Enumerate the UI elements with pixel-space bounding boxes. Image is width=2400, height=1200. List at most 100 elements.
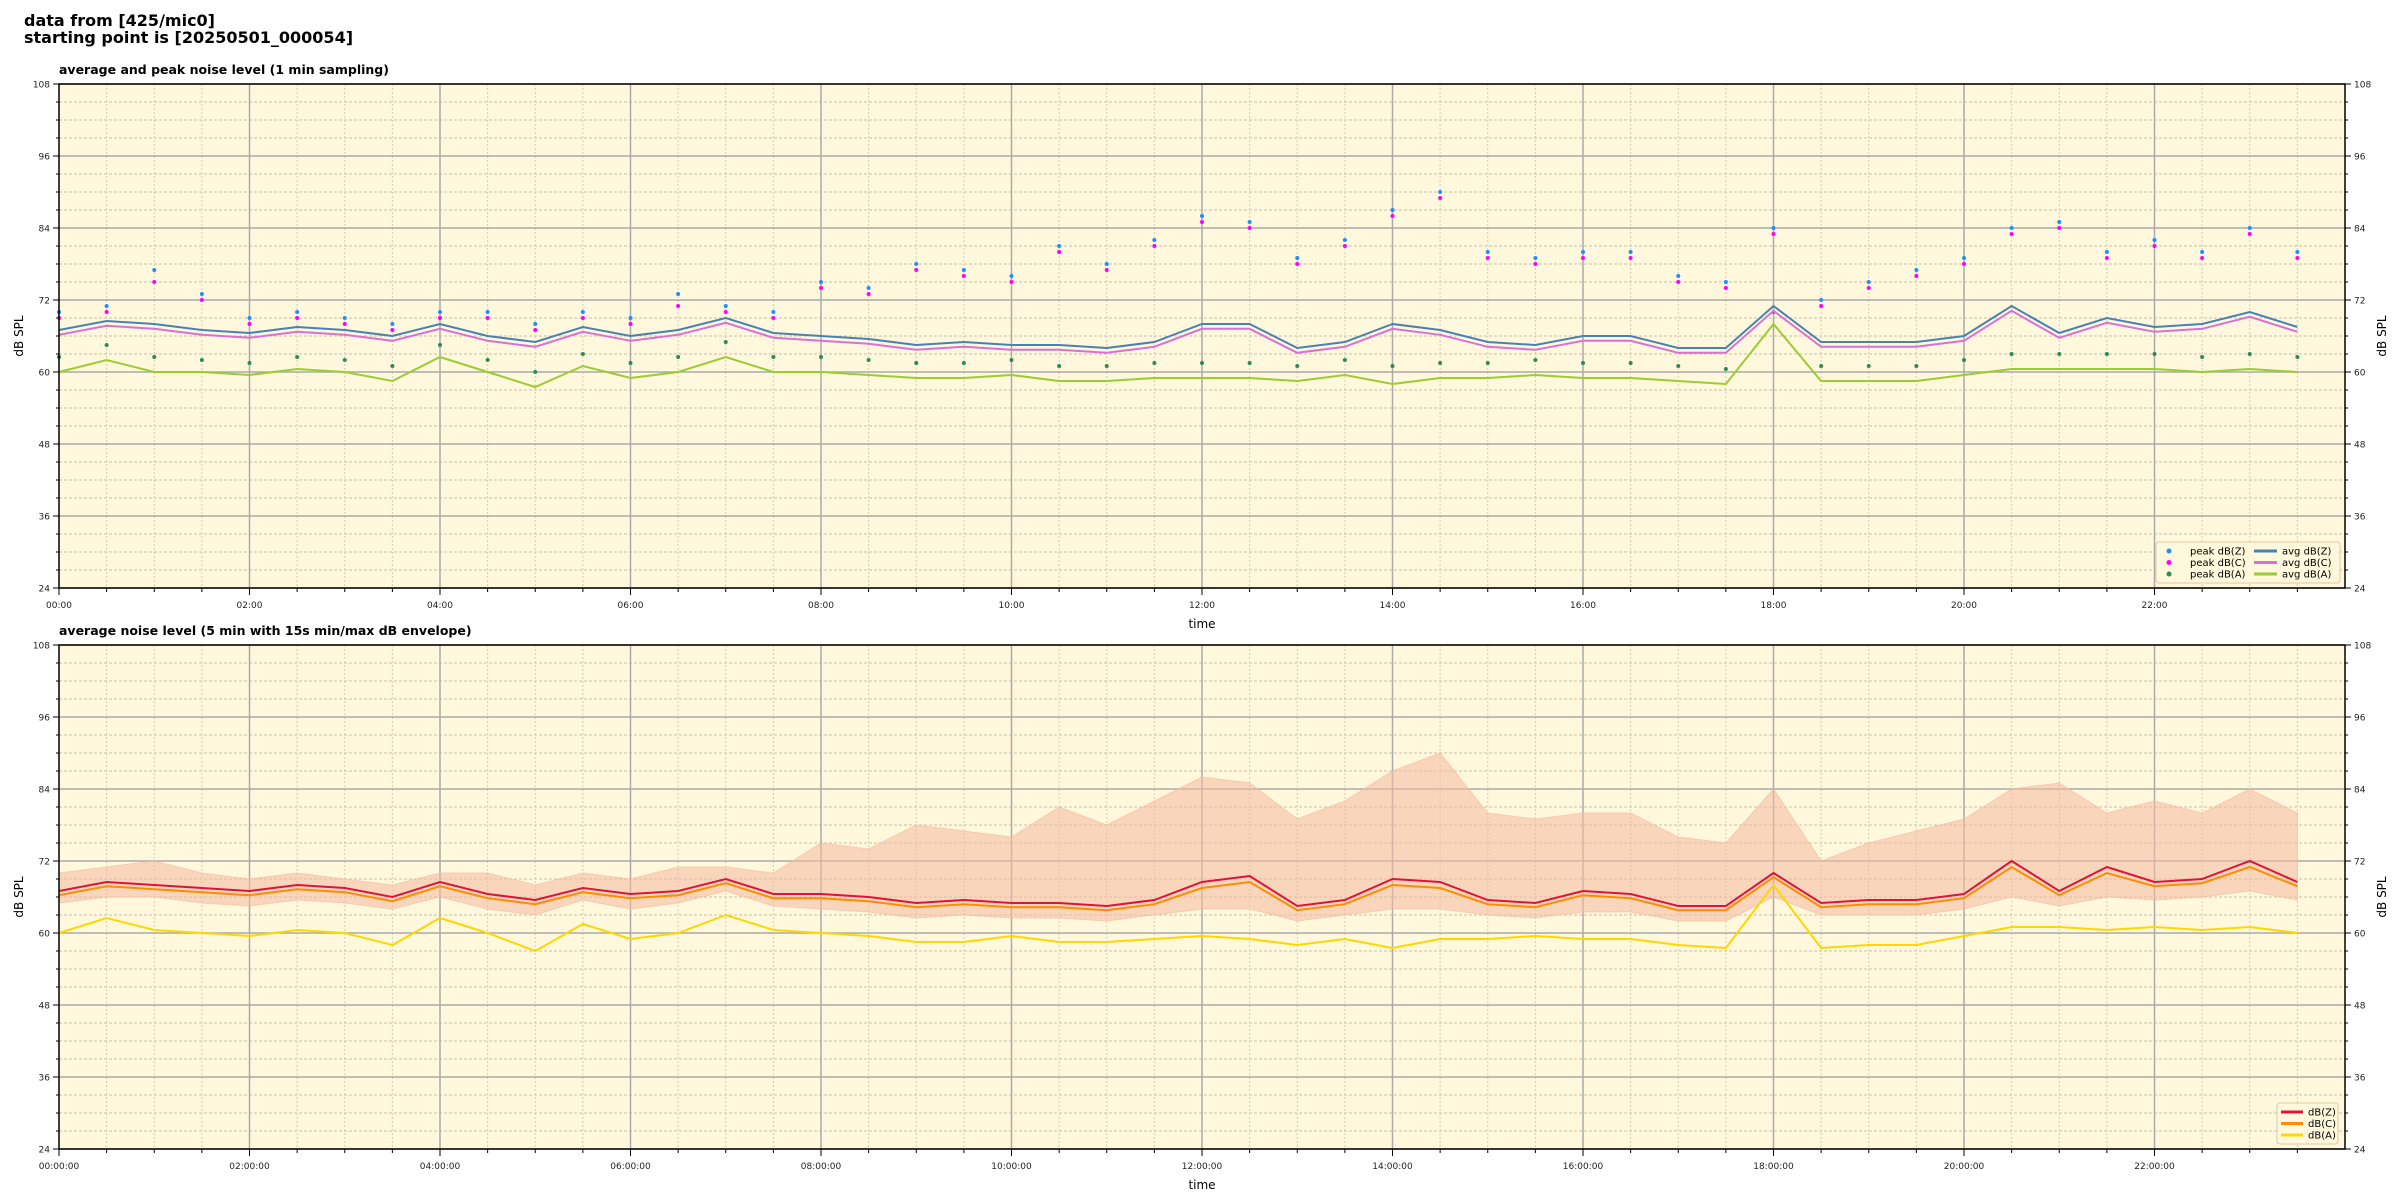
data-point <box>771 355 776 359</box>
series-avg-db-a- <box>58 322 2298 389</box>
x-axis-label: time <box>1188 1178 1215 1192</box>
data-point <box>771 310 776 314</box>
data-point <box>628 322 633 326</box>
legend-label: avg dB(C) <box>2282 558 2332 569</box>
x-tick-label: 06:00:00 <box>610 1162 651 1172</box>
y-tick-label: 24 <box>39 585 51 595</box>
data-point <box>676 304 681 308</box>
y-tick-label: 84 <box>39 225 51 235</box>
data-point <box>961 268 966 272</box>
data-point <box>2152 238 2157 242</box>
data-point <box>295 355 300 359</box>
data-point <box>1581 361 1585 365</box>
series-line <box>58 309 2298 354</box>
data-point <box>438 343 442 347</box>
data-point <box>723 340 728 344</box>
legend-box <box>2155 541 2341 584</box>
data-point <box>628 361 633 365</box>
legend-label: dB(C) <box>2308 1119 2336 1130</box>
y-tick-label-right: 48 <box>2354 1002 2366 1012</box>
data-point <box>1914 364 1919 368</box>
x-tick-label: 00:00:00 <box>39 1162 80 1172</box>
y-tick-label: 84 <box>39 786 51 796</box>
y-tick-label: 24 <box>39 1146 51 1156</box>
series-peak-db-a- <box>57 310 2300 374</box>
x-tick-label: 06:00 <box>618 601 644 611</box>
data-point <box>2104 352 2109 356</box>
legend: dB(Z)dB(C)dB(A) <box>2276 1102 2339 1145</box>
data-point <box>1152 361 1157 365</box>
data-point <box>1485 250 1490 254</box>
data-point <box>2057 220 2062 224</box>
data-point <box>1819 298 1824 302</box>
series-peak-db-c- <box>57 196 2300 332</box>
legend-label: dB(A) <box>2308 1131 2336 1142</box>
y-tick-label-right: 96 <box>2354 153 2366 163</box>
data-point <box>1200 361 1204 365</box>
data-point <box>2295 250 2300 254</box>
y-tick-label-right: 72 <box>2354 297 2365 307</box>
series-peak-db-z- <box>57 190 2300 326</box>
data-point <box>1628 256 1633 260</box>
data-point <box>342 322 347 326</box>
data-point <box>247 316 252 320</box>
data-point <box>2009 226 2014 230</box>
data-point <box>2295 355 2300 359</box>
x-tick-label: 00:00 <box>46 601 72 611</box>
y-tick-label: 96 <box>39 153 51 163</box>
data-point <box>1866 364 1871 368</box>
series-line <box>58 859 2298 908</box>
series-line <box>58 883 2298 953</box>
x-tick-label: 16:00 <box>1570 601 1596 611</box>
x-tick-label: 14:00 <box>1380 601 1406 611</box>
legend-label: peak dB(A) <box>2190 570 2246 581</box>
data-point <box>1104 262 1109 266</box>
data-point <box>914 361 919 365</box>
data-point <box>580 316 585 320</box>
legend-label: peak dB(C) <box>2190 558 2246 569</box>
x-tick-label: 20:00 <box>1951 601 1977 611</box>
y-tick-label: 72 <box>39 297 50 307</box>
chart-title: average and peak noise level (1 min samp… <box>59 62 389 77</box>
x-tick-label: 04:00:00 <box>420 1162 461 1172</box>
data-point <box>1438 196 1443 200</box>
data-point <box>1104 364 1109 368</box>
x-tick-label: 22:00:00 <box>2134 1162 2175 1172</box>
data-point <box>1723 367 1728 371</box>
x-tick-label: 16:00:00 <box>1563 1162 1604 1172</box>
data-point <box>104 310 109 314</box>
data-point <box>961 361 966 365</box>
data-point <box>295 316 300 320</box>
data-point <box>104 304 109 308</box>
data-point <box>1628 250 1633 254</box>
data-point <box>1914 268 1919 272</box>
data-point <box>866 292 871 296</box>
data-point <box>1057 250 1062 254</box>
data-point <box>2247 232 2252 236</box>
y-axis-label: dB SPL <box>12 876 26 918</box>
data-point <box>2057 352 2062 356</box>
plot-frame <box>58 83 2346 589</box>
x-tick-label: 18:00:00 <box>1753 1162 1794 1172</box>
data-point <box>819 286 823 290</box>
plot-frame <box>58 644 2346 1150</box>
data-point <box>676 292 681 296</box>
data-point <box>1485 361 1490 365</box>
figure-title-start: starting point is [20250501_000054] <box>24 28 354 47</box>
data-point <box>961 274 966 278</box>
data-point <box>866 286 871 290</box>
y-tick-label: 48 <box>39 1002 51 1012</box>
y-tick-label-right: 84 <box>2354 225 2366 235</box>
y-tick-label: 36 <box>39 1074 51 1084</box>
x-tick-label: 12:00 <box>1189 601 1215 611</box>
y-tick-label-right: 84 <box>2354 786 2366 796</box>
series-line <box>58 304 2298 350</box>
data-point <box>152 280 157 284</box>
x-axis-label: time <box>1188 617 1215 631</box>
legend: peak dB(Z)peak dB(C)peak dB(A)avg dB(Z)a… <box>2155 541 2341 584</box>
data-point <box>199 298 204 302</box>
data-point <box>1342 238 1347 242</box>
data-point <box>1438 190 1443 194</box>
y-tick-label-right: 36 <box>2354 1074 2366 1084</box>
data-point <box>1581 256 1585 260</box>
